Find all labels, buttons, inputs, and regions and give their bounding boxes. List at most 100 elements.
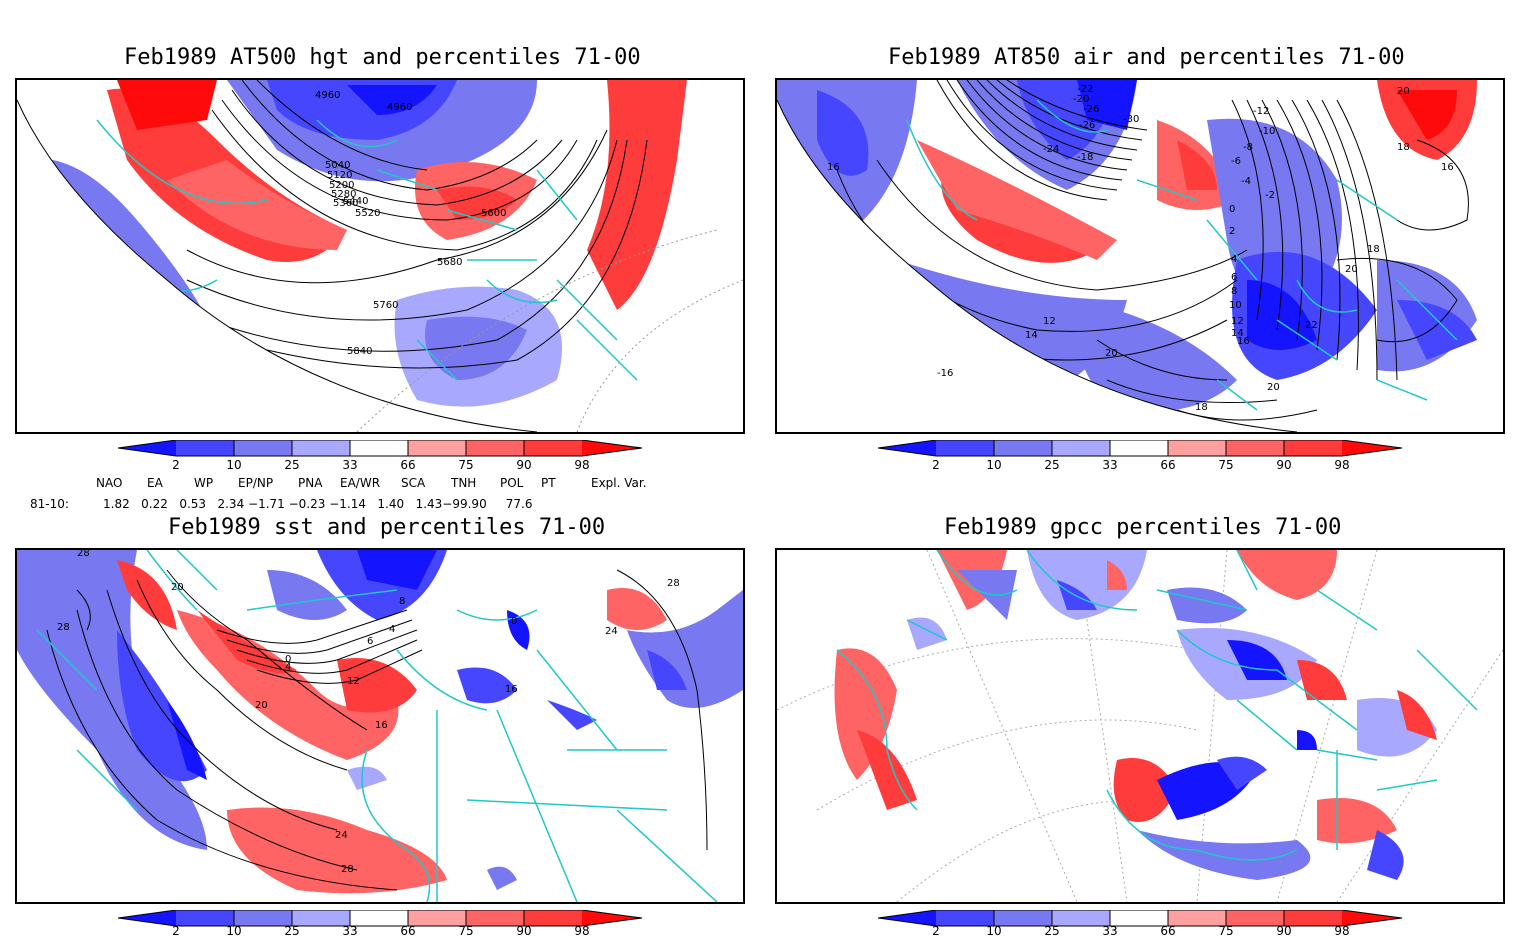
colorbar-label: 33 [1102, 458, 1118, 472]
contour-label: -26 [1083, 104, 1099, 115]
contour-label: 5120 [327, 170, 352, 181]
index-name: SCA [401, 476, 426, 490]
colorbar-label: 10 [986, 458, 1002, 472]
contour-label: -18 [1077, 152, 1093, 163]
colorbar-label: 66 [1160, 458, 1176, 472]
colorbar-label: 33 [342, 924, 358, 938]
contour-label: 8 [1231, 286, 1237, 297]
colorbar-swatch [878, 910, 936, 926]
contour-label: -2 [1265, 190, 1275, 201]
colorbar-swatch [936, 440, 994, 456]
colorbar-swatch [1226, 440, 1284, 456]
colorbar-swatch [1052, 910, 1110, 926]
contour-label: 4960 [315, 90, 340, 101]
contour-label: -10 [1259, 126, 1275, 137]
colorbar-label: 25 [284, 458, 300, 472]
contour-label: 0 [285, 654, 291, 665]
contour-label: 20 [1267, 382, 1280, 393]
contour-label: 5200 [329, 180, 354, 191]
map-panel-hgt500: 4960 4960 5040 5120 5200 5280 5360 5440 … [15, 78, 745, 434]
contour-label: -8 [1243, 142, 1253, 153]
contour-label: 16 [375, 720, 388, 731]
contour-label: -4 [1241, 176, 1251, 187]
contour-label: 8 [399, 596, 405, 607]
map-panel-sst: 28 20 28 0 4 4 6 8 12 16 20 24 28 24 28 … [15, 548, 745, 904]
colorbar-label: 25 [1044, 924, 1060, 938]
contour-label: 18 [1397, 142, 1410, 153]
index-name: WP [194, 476, 214, 490]
colorbar-swatch [118, 910, 176, 926]
colorbar-swatch [524, 910, 582, 926]
colorbar-swatch [176, 910, 234, 926]
contour-label: 0 [511, 616, 517, 627]
contour-label: 28 [57, 622, 70, 633]
contour-label: 22 [1305, 320, 1318, 331]
contour-label: 6 [1231, 272, 1237, 283]
colorbar-label: 25 [1044, 458, 1060, 472]
colorbar-label: 66 [1160, 924, 1176, 938]
index-name: TNH [451, 476, 477, 490]
colorbar-swatches [117, 439, 643, 457]
colorbar-swatches [877, 439, 1403, 457]
contour-label: 5360 [333, 198, 358, 209]
colorbar-swatch [994, 440, 1052, 456]
contour-label: 16 [827, 162, 840, 173]
panel-title-gpcc: Feb1989 gpcc percentiles 71-00 [944, 515, 1342, 540]
contour-label: 5600 [481, 208, 506, 219]
colorbar-swatch [292, 440, 350, 456]
colorbar-swatch [1168, 910, 1226, 926]
contour-label: 18 [1367, 244, 1380, 255]
colorbar-swatch [582, 440, 642, 456]
contour-label: 0 [1229, 204, 1235, 215]
colorbar-label: 10 [226, 924, 242, 938]
contour-label: 28 [77, 550, 90, 559]
contour-label: 5440 [343, 196, 368, 207]
contour-label: 5840 [347, 346, 372, 357]
contour-label: 5520 [355, 208, 380, 219]
contour-label: -12 [1253, 106, 1269, 117]
contour-label: 4 [389, 624, 395, 635]
contour-label: 20 [1105, 348, 1118, 359]
contour-label: 5760 [373, 300, 398, 311]
map-gpcc [777, 550, 1503, 902]
map-panel-gpcc [775, 548, 1505, 904]
colorbar-bottom-left: 2 10 25 33 66 75 90 98 [117, 909, 643, 940]
contour-label: 6 [367, 636, 373, 647]
contour-label: 4960 [387, 102, 412, 113]
index-name: PNA [298, 476, 323, 490]
colorbar-label: 75 [1218, 458, 1234, 472]
index-name: POL [500, 476, 524, 490]
colorbar-swatch [1052, 440, 1110, 456]
index-name: EA/WR [340, 476, 381, 490]
contour-label: -16 [937, 368, 953, 379]
contour-label: 12 [1231, 316, 1244, 327]
colorbar-label: 90 [516, 458, 532, 472]
contour-label: 14 [1231, 328, 1244, 339]
colorbar-swatch [878, 440, 936, 456]
contour-label: 16 [1237, 336, 1250, 347]
colorbar-swatch [466, 910, 524, 926]
colorbar-label: 66 [400, 924, 416, 938]
panel-title-air: Feb1989 AT850 air and percentiles 71-00 [888, 45, 1405, 70]
colorbar-swatch [234, 910, 292, 926]
contour-label: 4 [285, 662, 291, 673]
colorbar-swatches [877, 909, 1403, 927]
contour-label: 20 [255, 700, 268, 711]
contour-label: -26 [1079, 120, 1095, 131]
colorbar-label: 10 [986, 924, 1002, 938]
contour-label: 10 [1229, 300, 1242, 311]
contour-label: 12 [347, 676, 360, 687]
index-name: Expl. Var. [591, 476, 647, 490]
colorbar-swatch [1168, 440, 1226, 456]
colorbar-label: 33 [1102, 924, 1118, 938]
colorbar-label: 75 [458, 458, 474, 472]
colorbar-bottom-right: 2 10 25 33 66 75 90 98 [877, 909, 1403, 940]
colorbar-label: 75 [458, 924, 474, 938]
index-name: PT [541, 476, 556, 490]
colorbar-label: 90 [1276, 458, 1292, 472]
colorbar-swatch [1342, 910, 1402, 926]
colorbar-top-right: 2 10 25 33 66 75 90 98 [877, 439, 1403, 476]
contour-label: 20 [171, 582, 184, 593]
map-sst: 28 20 28 0 4 4 6 8 12 16 20 24 28 24 28 … [17, 550, 743, 902]
colorbar-swatch [408, 440, 466, 456]
